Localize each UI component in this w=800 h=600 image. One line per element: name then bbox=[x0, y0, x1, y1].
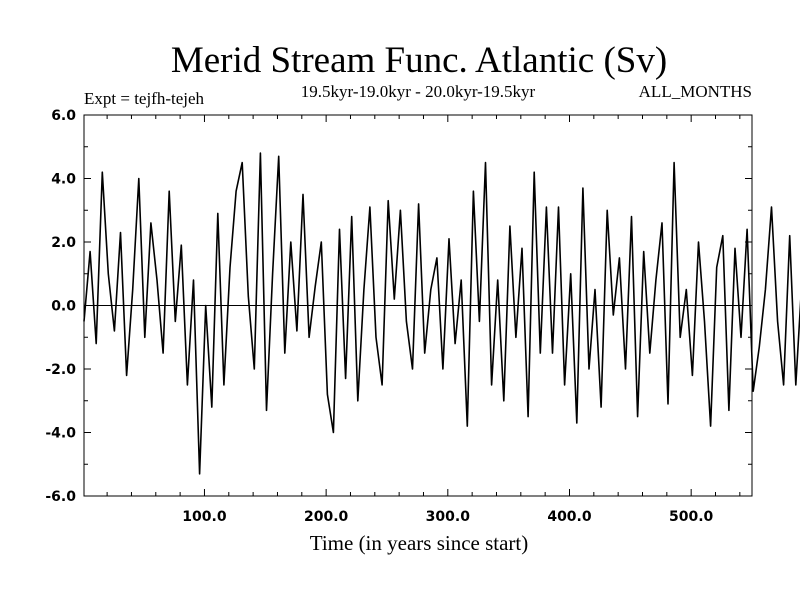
annotation-right: ALL_MONTHS bbox=[639, 82, 752, 101]
x-tick-label: 400.0 bbox=[547, 509, 592, 525]
annotation-left: Expt = tejfh-tejeh bbox=[84, 89, 205, 108]
x-tick-label: 300.0 bbox=[426, 509, 471, 525]
series-line bbox=[83, 152, 800, 475]
x-tick-label: 200.0 bbox=[304, 509, 349, 525]
x-axis-label: Time (in years since start) bbox=[310, 531, 529, 555]
chart-title: Merid Stream Func. Atlantic (Sv) bbox=[171, 40, 667, 81]
plot-frame bbox=[83, 114, 753, 497]
x-tick-label: 500.0 bbox=[669, 509, 714, 525]
annotation-center: 19.5kyr-19.0kyr - 20.0kyr-19.5kyr bbox=[301, 82, 536, 101]
y-tick-label: 2.0 bbox=[51, 235, 76, 251]
x-tick-label: 100.0 bbox=[182, 509, 227, 525]
y-tick-label: -2.0 bbox=[45, 362, 76, 378]
y-tick-label: -4.0 bbox=[45, 426, 76, 442]
y-tick-label: 6.0 bbox=[51, 108, 76, 124]
y-tick-label: -6.0 bbox=[45, 489, 76, 505]
labels-layer: -6.0 -4.0 -2.0 0.0 2.0 4.0 6.0 100.0 200.0 300.0 4… bbox=[45, 108, 713, 525]
y-tick-label: 0.0 bbox=[51, 299, 76, 315]
y-tick-label: 4.0 bbox=[51, 172, 76, 188]
